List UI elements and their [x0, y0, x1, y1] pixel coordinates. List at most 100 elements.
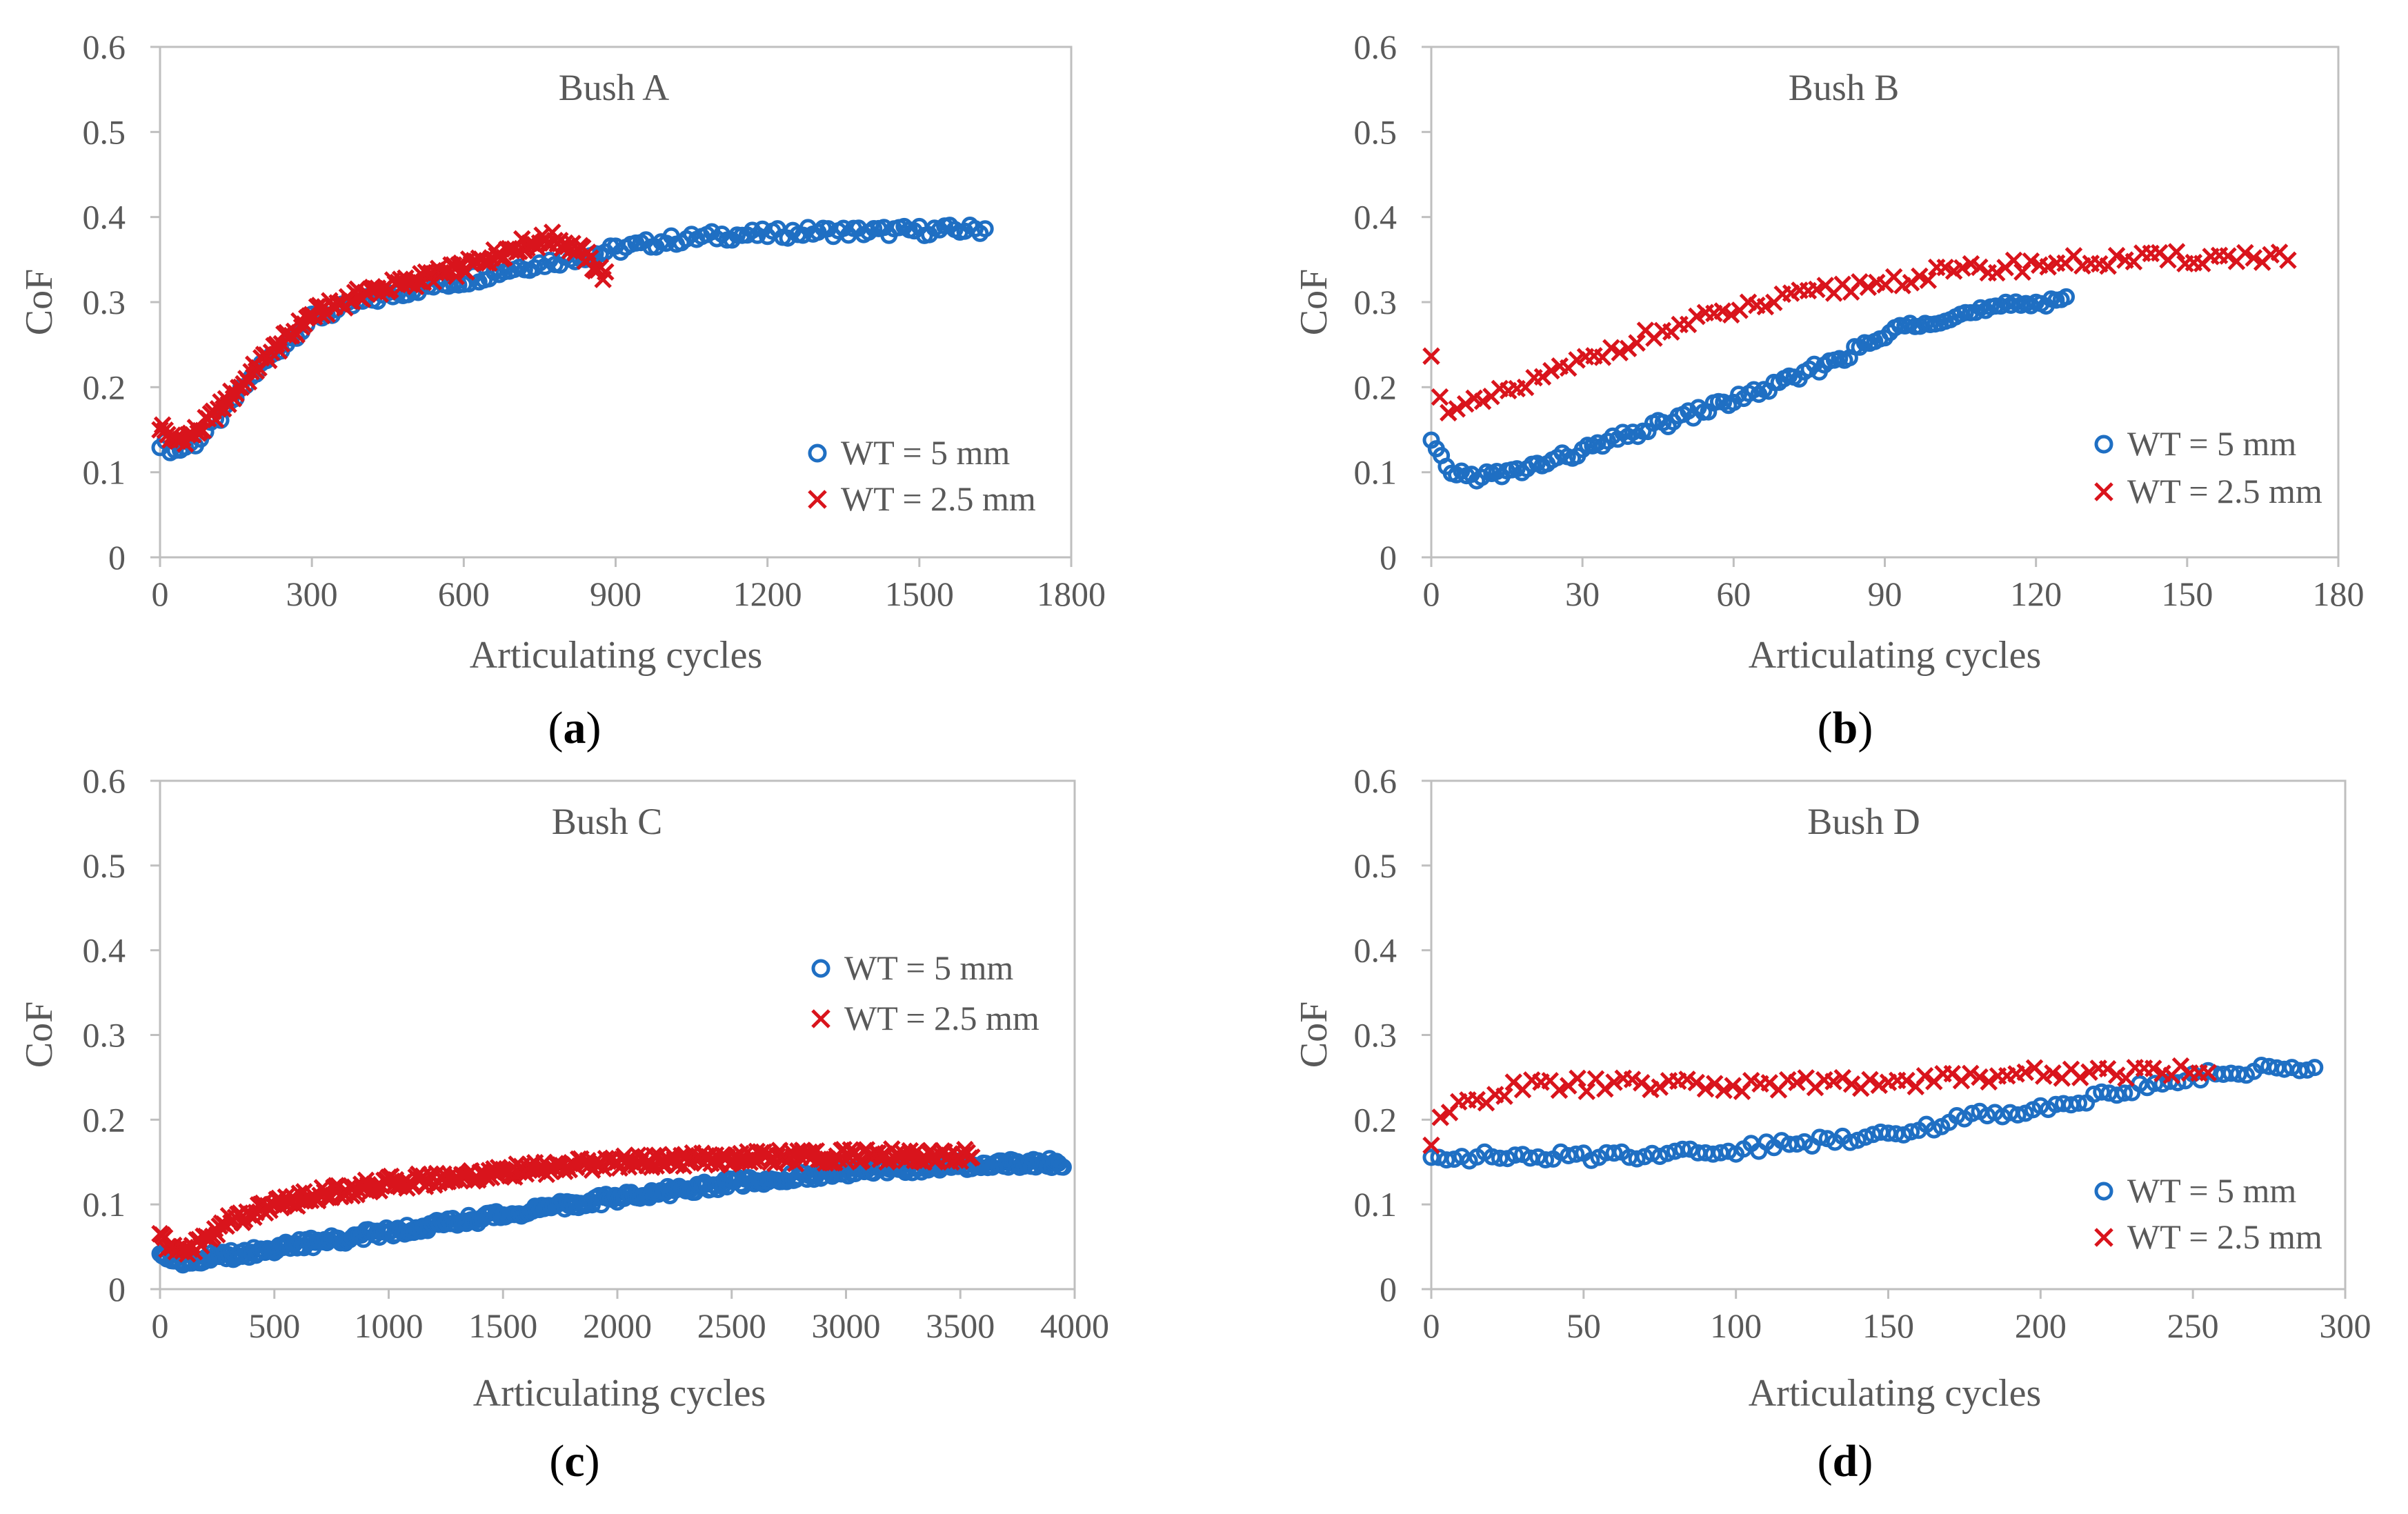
data-point [1833, 1068, 1852, 1087]
data-point [1605, 1144, 1623, 1162]
x-tick-label: 3500 [926, 1306, 995, 1345]
data-point [2199, 1064, 2218, 1082]
y-tick-label: 0.3 [1354, 283, 1397, 321]
y-tick-label: 0 [1380, 538, 1397, 577]
series-wt25 [1422, 1057, 2218, 1155]
data-point [1824, 1073, 1842, 1090]
x-tick-label: 1000 [355, 1306, 424, 1345]
y-axis-title: CoF [18, 1002, 61, 1068]
data-point [250, 359, 268, 377]
data-point [2253, 1057, 2270, 1074]
panel-bush-d: Bush D CoF Articulating cycles (d) 0 50 10… [1293, 761, 2371, 1486]
data-point [1756, 297, 1775, 316]
x-tick-label: 1800 [1037, 575, 1106, 613]
data-point [1696, 1079, 1715, 1098]
x-tick-label: 0 [1423, 575, 1440, 613]
legend-marker-wt5 [808, 444, 827, 463]
y-tick-label: 0.1 [83, 453, 126, 492]
y-tick-label: 0.4 [1354, 931, 1397, 970]
data-point [2058, 288, 2075, 306]
data-point [1788, 1073, 1806, 1092]
chart-title: Bush A [559, 67, 670, 108]
data-point [1898, 1071, 1916, 1090]
legend-marker-wt5 [2094, 435, 2113, 454]
x-tick-label: 0 [1423, 1306, 1440, 1345]
chart-title: Bush B [1789, 67, 1900, 108]
data-point [2236, 243, 2254, 262]
data-point [1437, 1151, 1455, 1169]
x-tick-label: 150 [2161, 575, 2213, 613]
y-tick-label: 0.4 [83, 931, 126, 970]
data-point [288, 326, 306, 343]
data-point [1673, 1140, 1691, 1158]
data-point [1605, 1073, 1623, 1091]
y-axis-title: CoF [1293, 269, 1335, 336]
data-point [245, 1208, 263, 1226]
y-tick-label: 0.2 [83, 1100, 126, 1139]
data-point [1856, 1128, 1874, 1146]
data-point [1578, 1082, 1596, 1100]
data-point [1567, 1145, 1585, 1163]
data-point [1595, 1079, 1614, 1098]
legend-label-wt25: WT = 2.5 mm [2127, 1217, 2322, 1256]
data-point [2004, 251, 2023, 270]
data-point [1859, 278, 1878, 297]
data-point [1560, 1147, 1578, 1164]
data-point [963, 1148, 981, 1166]
x-tick-label: 2000 [583, 1306, 652, 1345]
data-point [1851, 272, 1869, 291]
data-point [1628, 1150, 1646, 1168]
legend-marker-wt5 [2094, 1182, 2113, 1201]
data-point [1780, 1135, 1798, 1153]
legend-label-wt5: WT = 5 mm [841, 433, 1010, 472]
data-point [2070, 1094, 2087, 1112]
y-tick-label: 0.5 [83, 112, 126, 151]
x-tick-label: 4000 [1040, 1306, 1109, 1345]
data-point [1980, 1073, 1998, 1091]
x-axis-title: Articulating cycles [473, 1372, 766, 1415]
data-point [1628, 334, 1646, 352]
data-point [1722, 306, 1740, 324]
x-tick-label: 300 [2320, 1306, 2371, 1345]
data-point [2107, 246, 2126, 265]
data-point [1861, 1070, 1879, 1089]
x-tick-label: 120 [2010, 575, 2062, 613]
data-point [1456, 395, 1475, 413]
data-point [1533, 368, 1552, 386]
data-point [1971, 258, 1989, 277]
panel-caption: (a) [548, 703, 601, 753]
x-tick-label: 30 [1565, 575, 1600, 613]
y-tick-label: 0.5 [83, 846, 126, 885]
y-tick-label: 0.1 [1354, 1185, 1397, 1224]
panel-caption: (c) [549, 1436, 599, 1486]
y-tick-label: 0 [108, 1270, 126, 1308]
series-wt5 [1422, 1057, 2324, 1170]
data-point [2298, 1061, 2316, 1079]
data-point [2291, 1062, 2309, 1079]
data-point [2080, 1063, 2098, 1082]
caption-open: ( [1818, 703, 1833, 753]
data-point [2144, 1059, 2162, 1077]
y-axis-title: CoF [1293, 1002, 1335, 1068]
legend-label-wt5: WT = 5 mm [2127, 1171, 2296, 1210]
data-point [2009, 1106, 2027, 1124]
x-axis-title: Articulating cycles [1749, 1372, 2042, 1415]
data-point [1632, 1074, 1651, 1092]
data-point [2306, 1059, 2324, 1077]
caption-letter: c [564, 1436, 584, 1486]
y-tick-label: 0.1 [1354, 453, 1397, 492]
panel-caption: (d) [1818, 1436, 1873, 1486]
data-point [1473, 392, 1492, 410]
series-wt25 [151, 223, 615, 453]
x-axis-title: Articulating cycles [1749, 634, 2042, 677]
chart-title: Bush D [1807, 801, 1920, 842]
legend-label-wt5: WT = 5 mm [844, 948, 1013, 987]
data-point [1953, 259, 1971, 277]
y-tick-label: 0.6 [1354, 28, 1397, 66]
y-tick-label: 0.4 [1354, 198, 1397, 237]
x-axis-title: Articulating cycles [470, 634, 763, 677]
x-tick-label: 300 [286, 575, 338, 613]
y-tick-label: 0.2 [1354, 368, 1397, 406]
y-tick-label: 0.5 [1354, 112, 1397, 151]
legend-label-wt25: WT = 2.5 mm [841, 479, 1036, 518]
